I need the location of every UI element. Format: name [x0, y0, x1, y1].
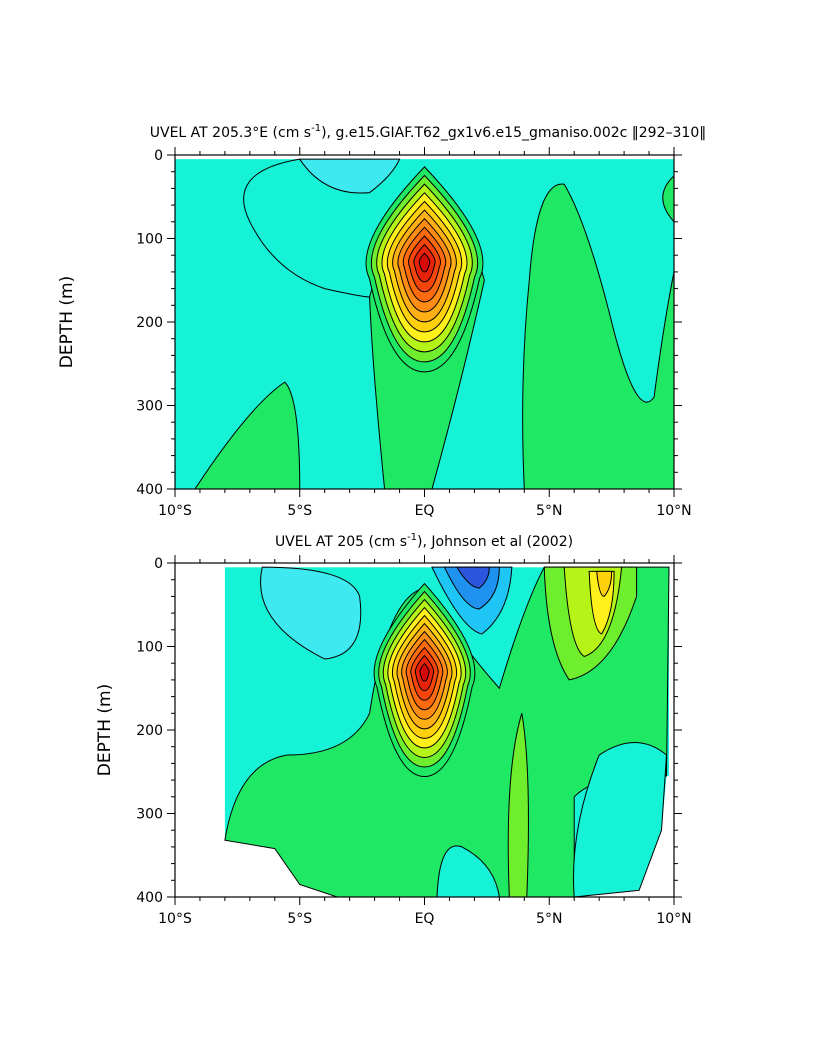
title-superscript: -1 — [311, 123, 321, 134]
y-tick-label: 100 — [136, 640, 163, 656]
title-rest: ), Johnson et al (2002) — [417, 534, 573, 550]
x-tick-label: 10°N — [656, 911, 691, 927]
eastward-region — [175, 381, 301, 489]
westward-region — [436, 845, 500, 897]
jet-contour-band — [418, 252, 431, 273]
y-tick-label: 400 — [136, 482, 163, 498]
westward-region — [260, 566, 362, 660]
no-data-region — [574, 563, 674, 897]
x-tick-label: 5°N — [536, 503, 562, 519]
x-tick-label: 10°N — [656, 503, 691, 519]
y-axis-label: DEPTH (m) — [95, 684, 115, 776]
x-tick-label: EQ — [415, 911, 435, 927]
contour-line — [243, 158, 370, 298]
y-axis-label: DEPTH (m) — [57, 276, 77, 368]
title-main: UVEL AT 205.3°E (cm s — [150, 125, 311, 141]
y-tick-label: 300 — [136, 399, 163, 415]
westward-region — [572, 742, 668, 897]
panel-bottom: 10°S 5°S EQ 5°N 10°N 0 100 200 300 400 DEPTH (m) UV… — [95, 532, 692, 927]
y-tick-label: 300 — [136, 807, 163, 823]
x-tick-label: EQ — [415, 503, 435, 519]
westward-region — [456, 566, 490, 589]
eastward-region — [507, 713, 529, 897]
y-tick-label: 200 — [136, 315, 163, 331]
y-tick-label: 0 — [154, 556, 163, 572]
title-rest: ), g.e15.GIAF.T62_gx1v6.e15_gmaniso.002c… — [321, 125, 706, 141]
negative-flow-region — [298, 158, 401, 194]
no-data-region — [175, 563, 338, 897]
panel-top: 10°S 5°S EQ 5°N 10°N 0 100 200 300 400 DEPTH (m) UV… — [57, 123, 706, 519]
x-tick-label: 5°S — [287, 911, 312, 927]
x-tick-label: 10°S — [158, 911, 192, 927]
title-superscript: -1 — [407, 532, 417, 543]
title-main: UVEL AT 205 (cm s — [275, 534, 407, 550]
y-tick-label: 0 — [154, 148, 163, 164]
x-tick-label: 5°N — [536, 911, 562, 927]
x-tick-label: 5°S — [287, 503, 312, 519]
eastward-region — [596, 570, 613, 597]
y-tick-label: 200 — [136, 723, 163, 739]
y-tick-label: 400 — [136, 890, 163, 906]
jet-contour-band — [419, 662, 430, 682]
eastward-region — [522, 183, 674, 489]
y-tick-label: 100 — [136, 232, 163, 248]
no-data-region — [175, 563, 674, 568]
chart-title: UVEL AT 205 (cm s-1), Johnson et al (200… — [275, 532, 573, 550]
chart-title: UVEL AT 205.3°E (cm s-1), g.e15.GIAF.T62… — [150, 123, 706, 141]
x-tick-label: 10°S — [158, 503, 192, 519]
contour-field — [175, 563, 674, 897]
contour-field — [175, 158, 674, 489]
